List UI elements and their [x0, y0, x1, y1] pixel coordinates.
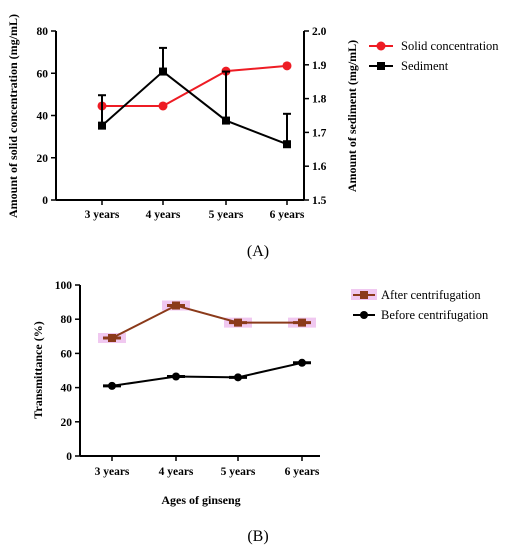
data-point	[234, 373, 242, 382]
data-point	[159, 67, 167, 76]
legend-label-before-centrifugation: Before centrifugation	[381, 308, 489, 322]
panel-a-label: (A)	[247, 243, 269, 260]
y-tick-label: 40	[61, 383, 73, 395]
series-line-after-centrifugation	[111, 304, 302, 339]
data-point	[108, 381, 116, 390]
series-line-solid-concentration	[102, 64, 288, 107]
panel-a-series	[97, 46, 292, 149]
legend-label-after-centrifugation: After centrifugation	[381, 288, 481, 302]
legend-item-sediment: Sediment	[369, 59, 449, 73]
left-y-tick-label: 80	[37, 26, 49, 38]
x-tick-label: 5 years	[221, 466, 256, 478]
y-tick-label: 0	[66, 451, 72, 463]
data-point	[298, 318, 306, 327]
data-point	[282, 61, 292, 71]
panel-b: 0 20 40 60 80 100 3 years 4 years 5 years 6 year…	[31, 280, 489, 545]
right-y-tick-label: 1.7	[312, 127, 327, 139]
legend-circle-marker	[376, 41, 386, 51]
x-tick-label: 3 years	[95, 466, 130, 478]
y-tick-label: 20	[61, 417, 73, 429]
y-tick-label: 100	[55, 280, 73, 292]
series-after-centrifugation	[98, 300, 316, 344]
left-y-tick-label: 40	[37, 111, 49, 123]
legend-square-marker	[377, 62, 385, 70]
panel-a-right-y-axis-title: Amount of sediment (mg/mL)	[345, 40, 359, 192]
data-point	[234, 318, 242, 327]
data-point	[108, 334, 116, 343]
data-point	[172, 301, 180, 310]
panel-b-x-axis-title: Ages of ginseng	[161, 493, 240, 507]
right-y-tick-label: 1.8	[312, 94, 327, 106]
legend-label-sediment: Sediment	[401, 59, 449, 73]
panel-a-x-ticks: 3 years 4 years 5 years 6 years	[85, 200, 305, 221]
right-y-tick-label: 1.9	[312, 60, 327, 72]
y-tick-label: 60	[61, 348, 73, 360]
legend-item-solid-concentration: Solid concentration	[369, 39, 499, 53]
series-before-centrifugation	[103, 358, 311, 390]
x-tick-label: 4 years	[146, 209, 181, 221]
data-point	[298, 358, 306, 367]
right-y-tick-label: 2.0	[312, 26, 327, 38]
series-sediment	[98, 46, 291, 149]
panel-b-x-ticks: 3 years 4 years 5 years 6 years	[95, 456, 320, 478]
x-tick-label: 6 years	[285, 466, 320, 478]
left-y-tick-label: 60	[37, 68, 49, 80]
legend-label-solid-concentration: Solid concentration	[401, 39, 499, 53]
series-line-sediment	[101, 70, 288, 146]
panel-a-left-y-axis-title: Amount of solid concentration (mg/mL)	[6, 14, 20, 218]
panel-a: 0 20 40 60 80 1.5 1.6 1.7 1.8 1.9 2.0 3 years 4 ye…	[6, 14, 499, 260]
panel-a-left-y-ticks: 0 20 40 60 80	[37, 26, 56, 207]
panel-a-legend: Solid concentration Sediment	[369, 39, 499, 73]
y-tick-label: 80	[61, 314, 73, 326]
right-y-tick-label: 1.6	[312, 161, 327, 173]
panel-b-label: (B)	[247, 528, 268, 545]
series-line-before-centrifugation	[111, 361, 303, 387]
legend-square-marker	[360, 291, 368, 299]
x-tick-label: 5 years	[209, 209, 244, 221]
data-point	[98, 121, 106, 130]
panel-a-axes-frame	[55, 31, 305, 201]
x-tick-label: 4 years	[159, 466, 194, 478]
series-solid-concentration	[97, 61, 292, 111]
right-y-tick-label: 1.5	[312, 195, 327, 207]
left-y-tick-label: 0	[42, 195, 48, 207]
legend-circle-marker	[360, 311, 368, 319]
x-tick-label: 3 years	[85, 209, 120, 221]
x-tick-label: 6 years	[270, 209, 305, 221]
left-y-tick-label: 20	[37, 153, 49, 165]
panel-b-legend: After centrifugation Before centrifugati…	[351, 288, 489, 322]
data-point	[158, 101, 168, 111]
panel-b-y-ticks: 0 20 40 60 80 100	[55, 280, 80, 463]
panel-a-right-y-ticks: 1.5 1.6 1.7 1.8 1.9 2.0	[304, 26, 327, 207]
data-point	[172, 372, 180, 381]
panel-b-axes-frame	[79, 285, 320, 457]
data-point	[222, 116, 230, 125]
legend-item-after-centrifugation: After centrifugation	[351, 288, 481, 302]
legend-item-before-centrifugation: Before centrifugation	[353, 308, 489, 322]
panel-b-series	[98, 300, 316, 390]
data-point	[283, 140, 291, 149]
panel-b-y-axis-title: Transmittance (%)	[31, 321, 45, 418]
